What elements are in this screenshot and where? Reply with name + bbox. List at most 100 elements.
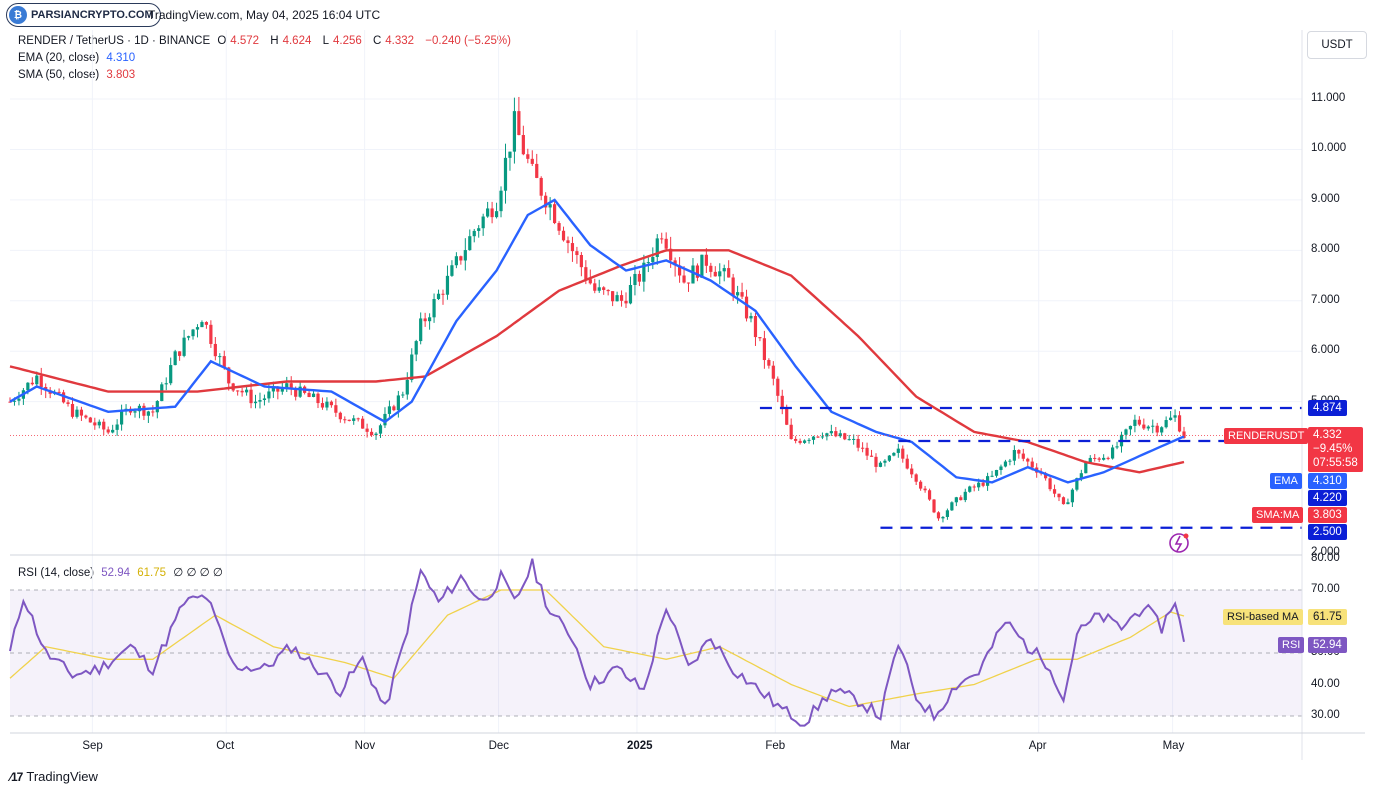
candle-body[interactable]: [316, 393, 320, 404]
candle-body[interactable]: [521, 135, 525, 155]
candle-body[interactable]: [660, 238, 664, 240]
candle-body[interactable]: [941, 516, 945, 519]
candle-body[interactable]: [597, 287, 601, 291]
candle-body[interactable]: [1128, 425, 1133, 430]
candle-body[interactable]: [347, 419, 351, 421]
candle-body[interactable]: [88, 417, 92, 423]
candle-body[interactable]: [477, 228, 481, 231]
candle-body[interactable]: [780, 395, 784, 409]
time-axis-tick[interactable]: May: [1162, 740, 1185, 752]
candle-body[interactable]: [637, 273, 642, 282]
candle-body[interactable]: [436, 293, 441, 300]
candle-body[interactable]: [361, 418, 365, 429]
candle-body[interactable]: [517, 111, 521, 136]
candle-body[interactable]: [539, 177, 543, 196]
candle-body[interactable]: [1142, 424, 1146, 429]
candle-body[interactable]: [1057, 493, 1061, 498]
candle-body[interactable]: [910, 468, 914, 475]
candle-body[interactable]: [1106, 457, 1110, 459]
candle-body[interactable]: [744, 296, 749, 319]
candle-body[interactable]: [624, 300, 628, 304]
price-axis-tick[interactable]: 7.000: [1311, 293, 1340, 306]
candle-body[interactable]: [994, 469, 999, 476]
candle-body[interactable]: [383, 413, 387, 426]
candle-body[interactable]: [776, 378, 780, 396]
candle-body[interactable]: [423, 318, 427, 322]
candle-body[interactable]: [999, 466, 1003, 470]
candle-body[interactable]: [119, 411, 124, 425]
candle-body[interactable]: [718, 271, 722, 277]
candle-body[interactable]: [700, 254, 704, 278]
candle-body[interactable]: [12, 400, 17, 402]
candle-body[interactable]: [798, 440, 802, 443]
candle-body[interactable]: [195, 327, 200, 330]
candle-body[interactable]: [445, 275, 450, 295]
candle-body[interactable]: [977, 482, 981, 488]
candle-body[interactable]: [387, 406, 392, 414]
candle-body[interactable]: [115, 424, 119, 430]
candle-body[interactable]: [544, 195, 548, 208]
candle-body[interactable]: [767, 360, 771, 366]
candle-body[interactable]: [829, 431, 833, 434]
candle-body[interactable]: [789, 424, 793, 439]
rsi-line[interactable]: [9, 558, 1185, 727]
candle-body[interactable]: [887, 455, 891, 461]
candle-body[interactable]: [356, 418, 360, 420]
candle-body[interactable]: [1146, 426, 1150, 429]
candle-body[interactable]: [642, 262, 646, 282]
candle-body[interactable]: [280, 387, 284, 392]
candle-body[interactable]: [1164, 420, 1168, 428]
candle-body[interactable]: [481, 216, 485, 229]
candle-body[interactable]: [369, 431, 374, 436]
candle-body[interactable]: [1151, 425, 1155, 427]
candle-body[interactable]: [896, 448, 900, 453]
candle-body[interactable]: [892, 452, 896, 456]
sma-legend[interactable]: SMA (50, close) 3.803: [18, 69, 139, 81]
candle-body[interactable]: [811, 436, 816, 440]
candle-body[interactable]: [244, 389, 249, 393]
candle-body[interactable]: [329, 401, 333, 406]
candle-body[interactable]: [450, 265, 454, 276]
candle-body[interactable]: [97, 421, 101, 426]
candle-body[interactable]: [396, 395, 400, 411]
candle-body[interactable]: [932, 499, 936, 513]
candle-body[interactable]: [901, 448, 905, 459]
candle-body[interactable]: [843, 433, 847, 440]
candle-body[interactable]: [588, 279, 592, 284]
candle-body[interactable]: [1177, 415, 1182, 432]
candle-body[interactable]: [869, 455, 874, 457]
candle-body[interactable]: [106, 429, 110, 433]
candle-body[interactable]: [802, 440, 807, 443]
candle-body[interactable]: [753, 316, 758, 338]
candle-body[interactable]: [289, 383, 293, 390]
candle-body[interactable]: [486, 208, 490, 217]
rsi-axis-tick[interactable]: 80.00: [1311, 551, 1340, 564]
candle-body[interactable]: [820, 436, 825, 438]
candle-body[interactable]: [628, 285, 633, 304]
candle-body[interactable]: [298, 386, 302, 397]
price-axis-tick[interactable]: 11.000: [1311, 92, 1346, 104]
candle-body[interactable]: [981, 482, 985, 486]
candle-body[interactable]: [526, 154, 530, 159]
candle-body[interactable]: [1075, 478, 1079, 490]
candle-body[interactable]: [338, 412, 342, 420]
time-axis-tick[interactable]: 2025: [626, 740, 653, 752]
rsi-axis-tick[interactable]: 70.00: [1311, 583, 1340, 595]
candle-body[interactable]: [548, 204, 552, 208]
time-axis-tick[interactable]: Mar: [890, 740, 911, 752]
candle-body[interactable]: [1115, 446, 1119, 448]
candle-body[interactable]: [936, 512, 941, 519]
candle-body[interactable]: [878, 462, 883, 467]
candle-body[interactable]: [271, 386, 275, 392]
candle-body[interactable]: [410, 354, 414, 380]
candle-body[interactable]: [365, 428, 369, 432]
candle-body[interactable]: [468, 236, 472, 251]
currency-selector[interactable]: USDT: [1307, 31, 1367, 59]
candle-body[interactable]: [151, 411, 155, 413]
candle-body[interactable]: [1026, 458, 1030, 462]
candle-body[interactable]: [968, 486, 972, 492]
candle-body[interactable]: [736, 292, 740, 296]
candle-body[interactable]: [61, 392, 66, 403]
candle-body[interactable]: [619, 295, 624, 301]
